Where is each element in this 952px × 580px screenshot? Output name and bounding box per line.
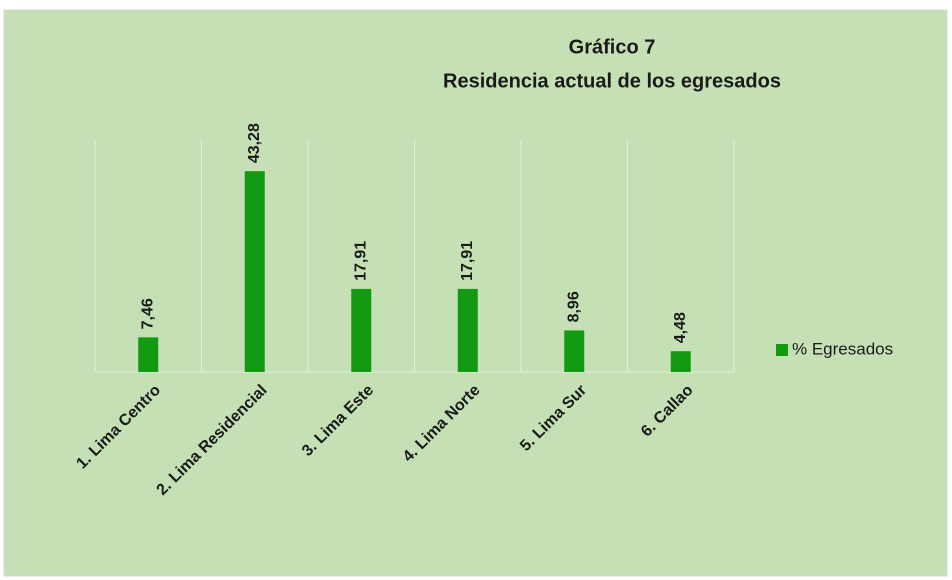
legend-label: % Egresados xyxy=(792,339,893,358)
data-label: 17,91 xyxy=(352,241,369,281)
data-label: 8,96 xyxy=(565,291,582,322)
legend-swatch xyxy=(776,344,788,356)
data-label: 43,28 xyxy=(246,123,263,163)
data-label: 7,46 xyxy=(139,298,156,329)
chart-title: Gráfico 7 xyxy=(569,36,656,58)
data-label: 17,91 xyxy=(459,241,476,281)
bar xyxy=(564,330,585,372)
data-label: 4,48 xyxy=(672,312,689,343)
bar xyxy=(457,288,478,372)
bar xyxy=(244,171,265,372)
bar xyxy=(670,351,691,372)
bar xyxy=(351,288,372,372)
chart-subtitle: Residencia actual de los egresados xyxy=(443,70,781,92)
bar xyxy=(138,337,159,372)
